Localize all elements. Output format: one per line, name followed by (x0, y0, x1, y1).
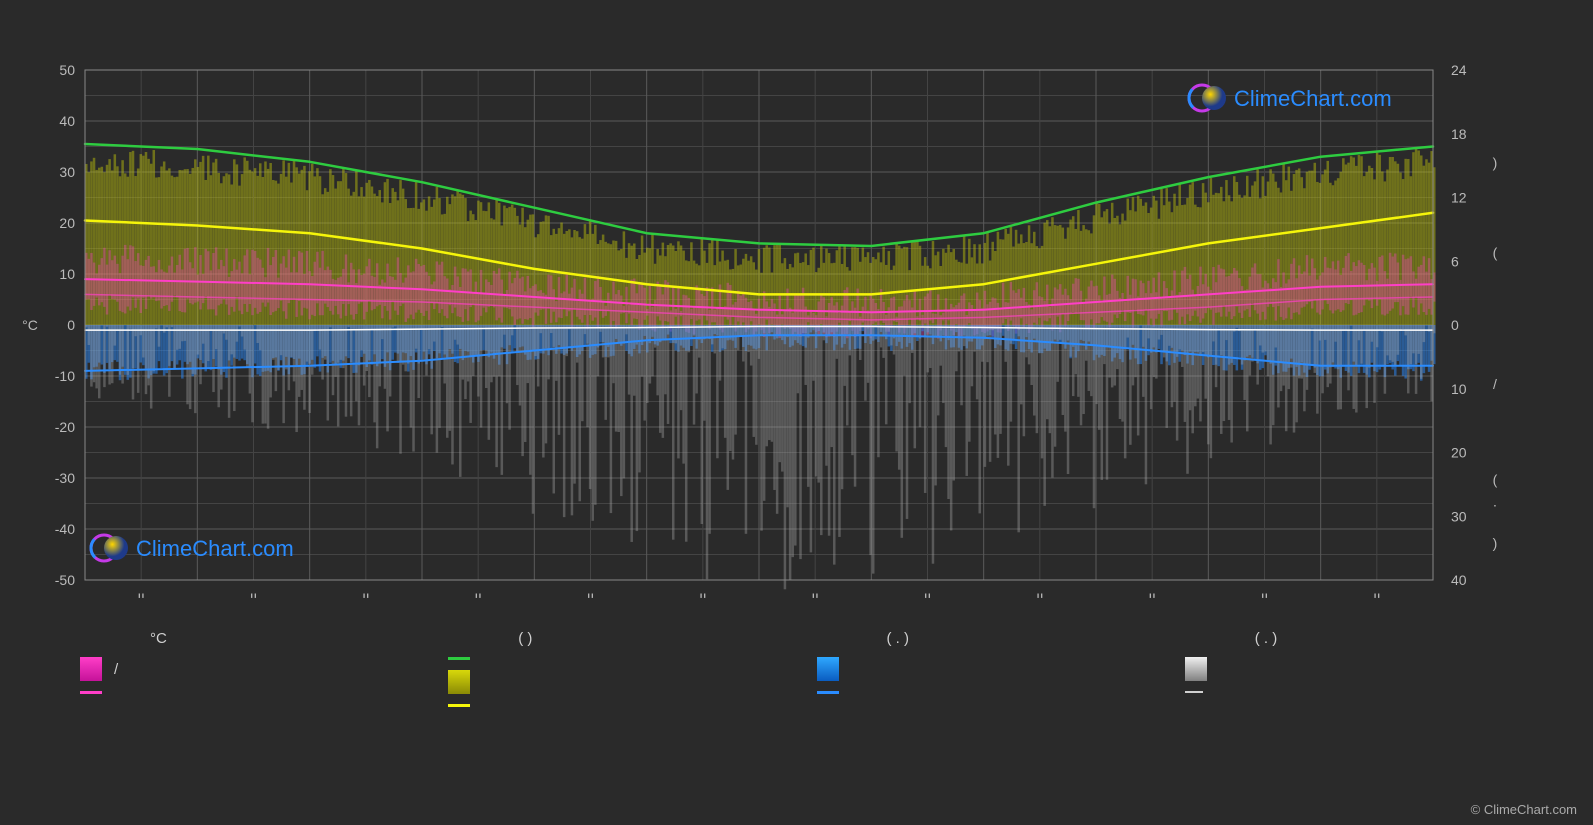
svg-text:30: 30 (59, 164, 75, 180)
legend-swatch (80, 691, 102, 694)
legend-item (448, 670, 816, 694)
legend-item (817, 691, 1185, 694)
svg-text:/: / (1493, 376, 1497, 392)
legend-swatch (448, 704, 470, 707)
svg-text:): ) (1493, 535, 1498, 551)
svg-text:יי: יי (250, 589, 257, 605)
legend-column (817, 657, 1185, 707)
legend-header: ( . ) (817, 630, 1185, 647)
legend-item (448, 657, 816, 660)
legend-swatch (1185, 657, 1207, 681)
legend-item: / (80, 657, 448, 681)
legend-column: / (80, 657, 448, 707)
svg-text:20: 20 (1451, 445, 1467, 461)
copyright: © ClimeChart.com (1471, 802, 1577, 817)
svg-text:20: 20 (59, 215, 75, 231)
svg-text:-40: -40 (55, 521, 75, 537)
svg-text:): ) (1493, 155, 1498, 171)
svg-text:יי: יי (699, 589, 706, 605)
svg-text:יי: יי (362, 589, 369, 605)
legend-header: ( . ) (1185, 630, 1553, 647)
svg-text:24: 24 (1451, 62, 1467, 78)
svg-text:יי: יי (587, 589, 594, 605)
legend-swatch (448, 670, 470, 694)
svg-text:יי: יי (812, 589, 819, 605)
svg-text:10: 10 (59, 266, 75, 282)
svg-text:°C: °C (22, 317, 38, 333)
svg-text:יי: יי (475, 589, 482, 605)
svg-text:6: 6 (1451, 253, 1459, 269)
legend-item (1185, 657, 1553, 681)
legend-item (1185, 691, 1553, 693)
legend: °C( )( . )( . ) / (80, 630, 1553, 707)
svg-text:יי: יי (138, 589, 145, 605)
legend-swatch (817, 657, 839, 681)
legend-label: / (114, 661, 118, 678)
svg-text:(: ( (1493, 245, 1498, 261)
legend-swatch (1185, 691, 1203, 693)
svg-text:יי: יי (924, 589, 931, 605)
legend-column (448, 657, 816, 707)
svg-text:0: 0 (67, 317, 75, 333)
svg-text:יי: יי (1261, 589, 1268, 605)
svg-text:ClimeChart.com: ClimeChart.com (1234, 86, 1392, 111)
svg-text:30: 30 (1451, 508, 1467, 524)
svg-text:50: 50 (59, 62, 75, 78)
svg-text:12: 12 (1451, 190, 1467, 206)
svg-text:-50: -50 (55, 572, 75, 588)
legend-header: ( ) (448, 630, 816, 647)
legend-item (448, 704, 816, 707)
svg-text:18: 18 (1451, 126, 1467, 142)
svg-text:יי: יי (1036, 589, 1043, 605)
svg-text:יי: יי (1149, 589, 1156, 605)
svg-text:(: ( (1493, 471, 1498, 487)
svg-text:10: 10 (1451, 381, 1467, 397)
legend-column (1185, 657, 1553, 707)
svg-text:0: 0 (1451, 317, 1459, 333)
svg-text:40: 40 (1451, 572, 1467, 588)
legend-swatch (80, 657, 102, 681)
legend-item (80, 691, 448, 694)
legend-header: °C (80, 630, 448, 647)
legend-swatch (448, 657, 470, 660)
legend-swatch (817, 691, 839, 694)
climate-chart: -50 -40 -30 -20 -10 0 10 20 30 40 50 °C 0 6 12 18 24 10 20… (0, 0, 1593, 825)
svg-text:40: 40 (59, 113, 75, 129)
svg-text:-20: -20 (55, 419, 75, 435)
svg-text:-30: -30 (55, 470, 75, 486)
svg-text:.: . (1493, 493, 1497, 509)
legend-item (817, 657, 1185, 681)
svg-text:ClimeChart.com: ClimeChart.com (136, 536, 294, 561)
svg-text:יי: יי (1373, 589, 1380, 605)
svg-text:-10: -10 (55, 368, 75, 384)
